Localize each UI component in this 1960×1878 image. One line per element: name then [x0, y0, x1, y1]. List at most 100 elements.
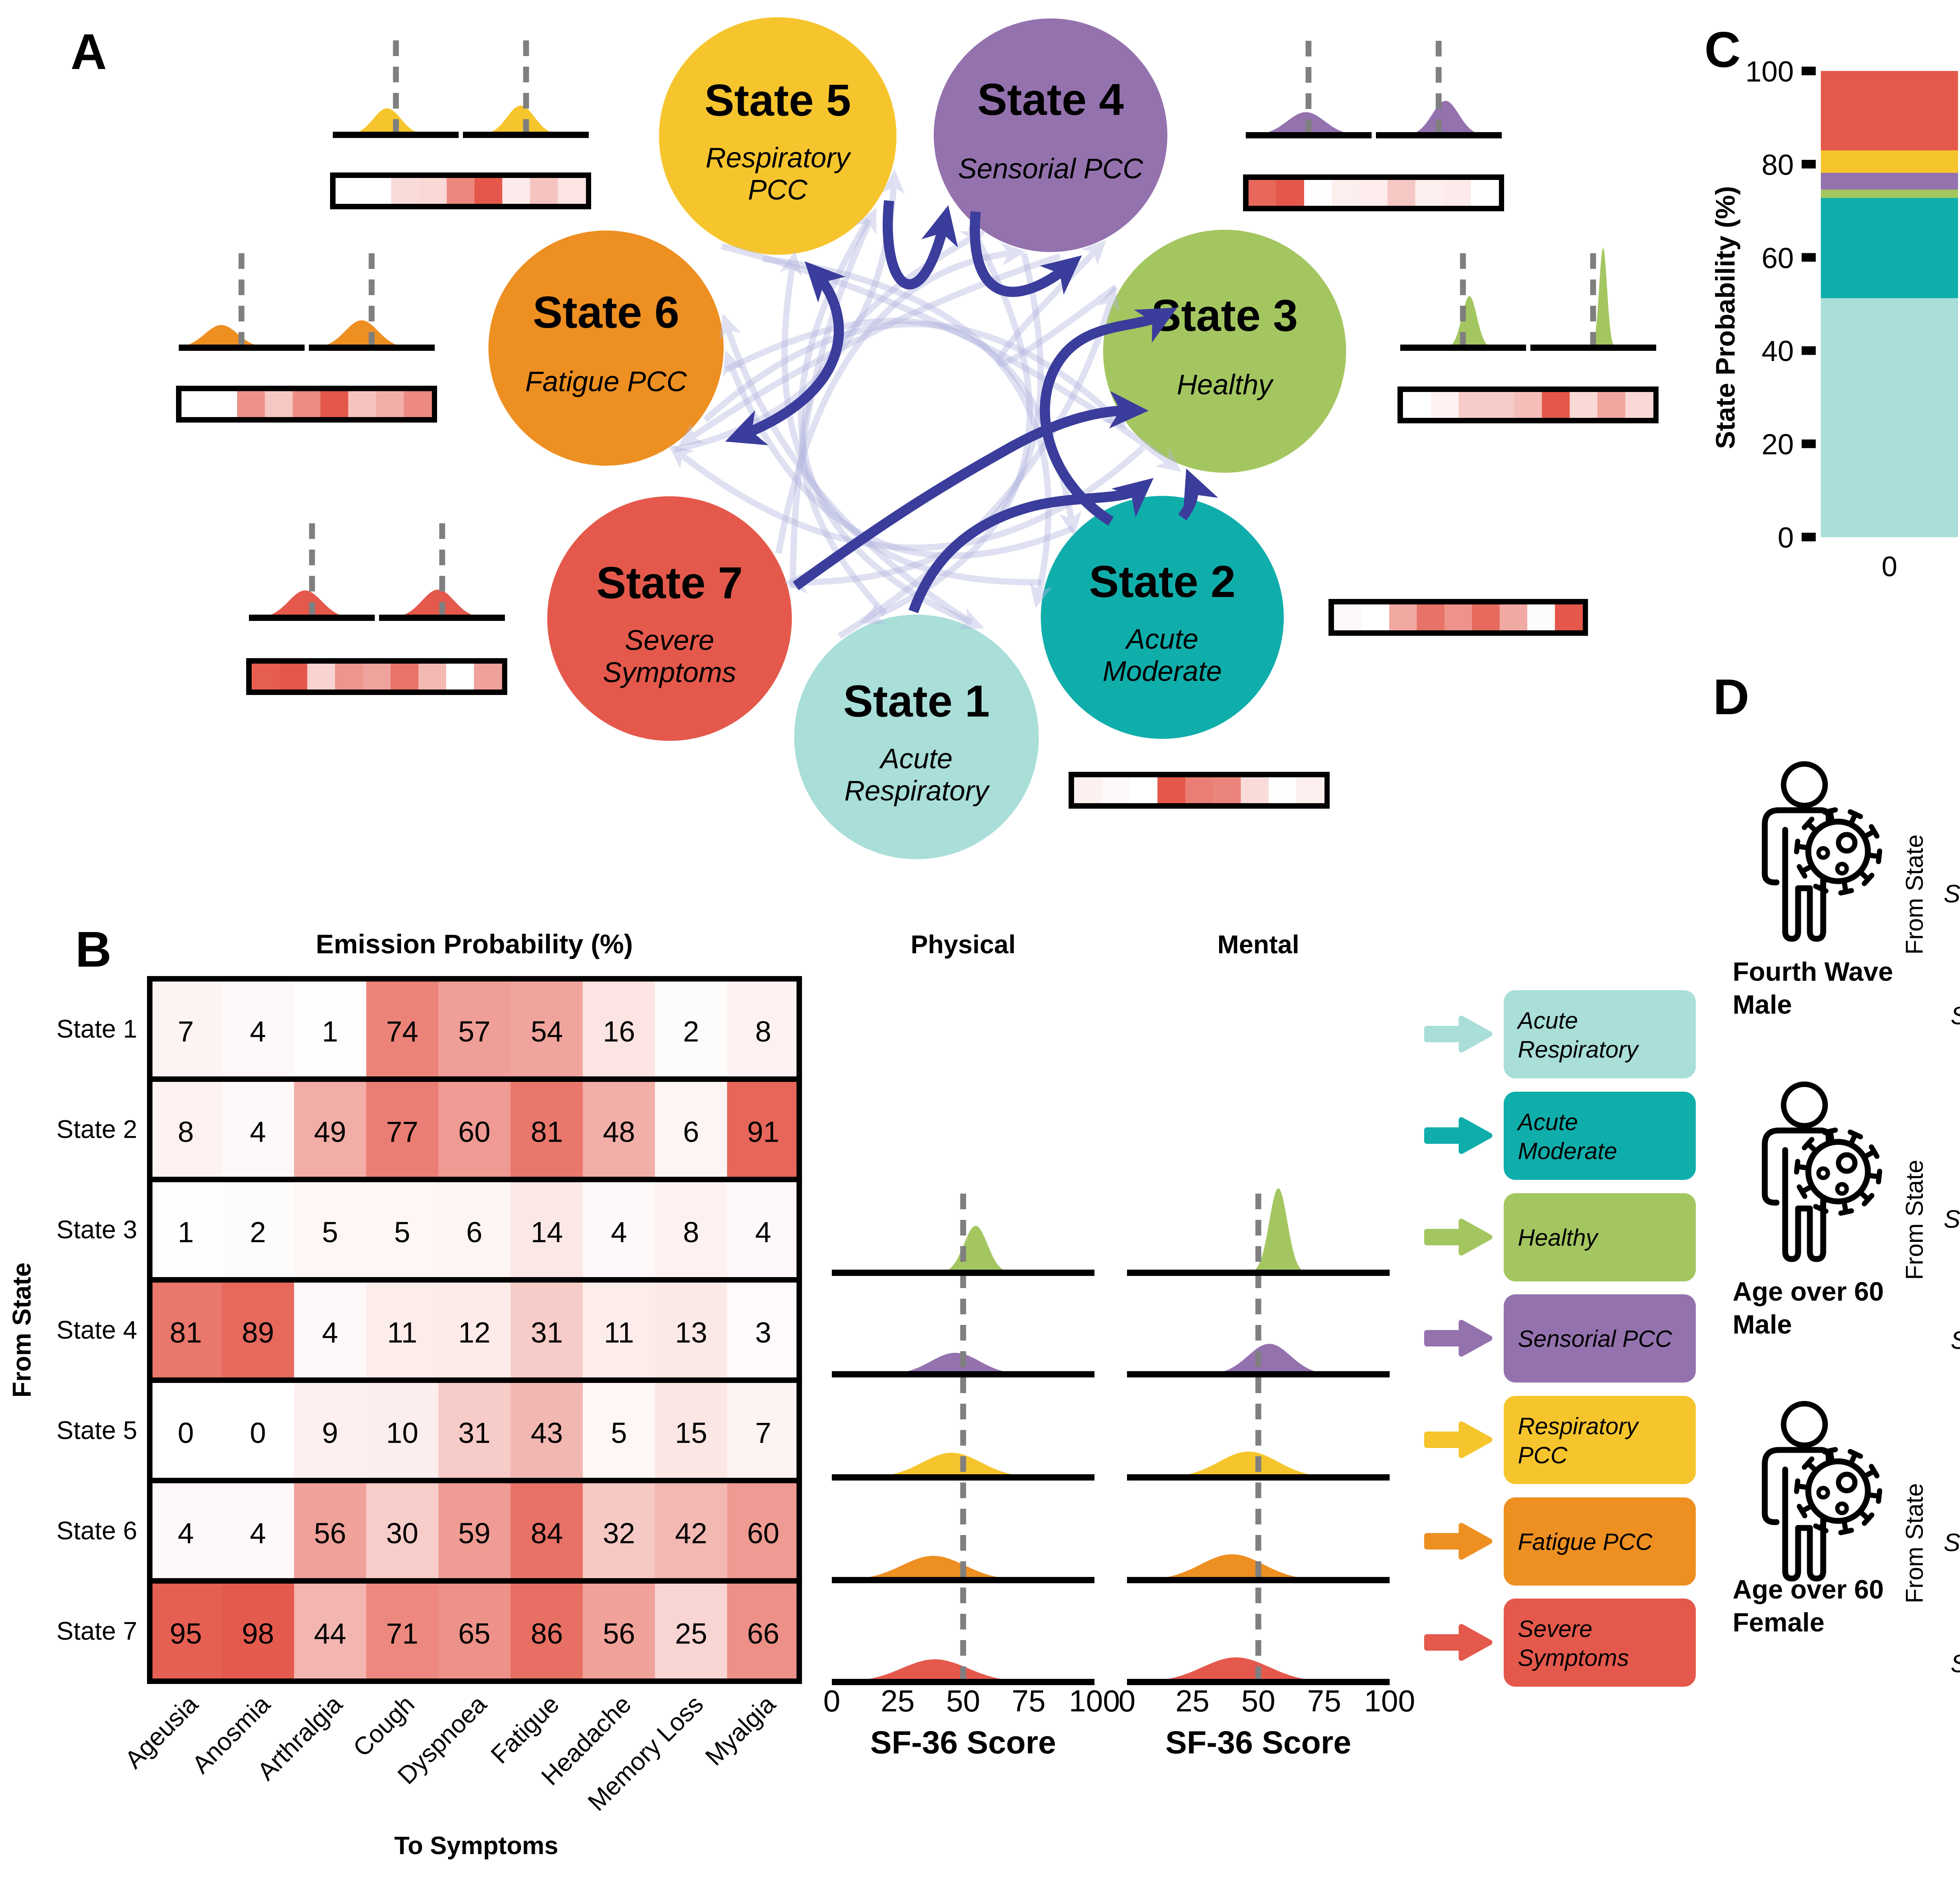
- svg-text:75: 75: [1012, 1684, 1046, 1718]
- svg-text:25: 25: [1176, 1684, 1210, 1718]
- svg-text:0: 0: [1882, 551, 1897, 582]
- svg-text:59: 59: [458, 1517, 490, 1550]
- svg-text:B: B: [75, 922, 111, 978]
- svg-text:49: 49: [314, 1116, 346, 1148]
- svg-text:84: 84: [531, 1517, 563, 1550]
- svg-text:4: 4: [322, 1316, 338, 1349]
- svg-text:66: 66: [747, 1617, 779, 1650]
- svg-text:From State: From State: [1901, 1160, 1928, 1280]
- svg-text:4: 4: [250, 1116, 266, 1148]
- svg-text:Sensorial PCC: Sensorial PCC: [958, 153, 1143, 185]
- svg-text:6: 6: [683, 1116, 699, 1148]
- svg-text:32: 32: [603, 1517, 635, 1550]
- svg-text:25: 25: [675, 1617, 707, 1650]
- svg-text:43: 43: [531, 1417, 563, 1449]
- svg-text:Acute: Acute: [1125, 624, 1198, 655]
- svg-text:PCC: PCC: [1518, 1442, 1568, 1468]
- svg-text:Respiratory: Respiratory: [844, 775, 990, 807]
- svg-text:State 5: State 5: [56, 1416, 137, 1444]
- svg-text:100: 100: [1364, 1684, 1415, 1718]
- svg-text:60: 60: [458, 1116, 490, 1148]
- svg-text:Severe Symp.: Severe Symp.: [1951, 1002, 1960, 1030]
- svg-text:4: 4: [250, 1015, 266, 1048]
- svg-text:5: 5: [322, 1216, 338, 1248]
- svg-text:56: 56: [603, 1617, 635, 1650]
- svg-text:Severe Symp.: Severe Symp.: [1951, 1649, 1960, 1678]
- svg-text:48: 48: [603, 1116, 635, 1148]
- svg-text:4: 4: [611, 1216, 627, 1248]
- svg-text:81: 81: [531, 1116, 563, 1148]
- svg-text:4: 4: [755, 1216, 771, 1248]
- svg-text:65: 65: [458, 1617, 490, 1650]
- svg-text:SF-36 Score: SF-36 Score: [870, 1725, 1056, 1760]
- svg-text:Mental: Mental: [1217, 930, 1299, 959]
- svg-text:State 4: State 4: [56, 1316, 137, 1344]
- svg-text:Male: Male: [1733, 990, 1792, 1020]
- svg-text:1: 1: [322, 1015, 338, 1048]
- svg-text:98: 98: [242, 1617, 274, 1650]
- svg-text:12: 12: [458, 1316, 490, 1349]
- svg-text:Fatigue PCC: Fatigue PCC: [1518, 1529, 1653, 1555]
- svg-text:16: 16: [603, 1015, 635, 1048]
- svg-text:5: 5: [611, 1417, 627, 1449]
- svg-text:State 1: State 1: [843, 677, 990, 726]
- svg-text:31: 31: [531, 1316, 563, 1349]
- svg-text:7: 7: [755, 1417, 771, 1449]
- svg-text:3: 3: [755, 1316, 771, 1349]
- svg-text:State 5: State 5: [704, 76, 851, 125]
- svg-text:Symptoms: Symptoms: [603, 657, 736, 688]
- svg-text:0: 0: [823, 1684, 840, 1718]
- svg-text:State 4: State 4: [977, 75, 1124, 125]
- svg-text:4: 4: [178, 1517, 194, 1550]
- svg-text:0: 0: [250, 1417, 266, 1449]
- svg-text:15: 15: [675, 1417, 707, 1449]
- svg-text:6: 6: [466, 1216, 482, 1248]
- svg-text:77: 77: [386, 1116, 418, 1148]
- svg-text:42: 42: [675, 1517, 707, 1550]
- svg-text:Acute: Acute: [1517, 1007, 1578, 1034]
- svg-text:Physical: Physical: [911, 930, 1016, 959]
- svg-text:From State: From State: [7, 1263, 36, 1398]
- svg-text:0: 0: [1118, 1684, 1135, 1718]
- svg-text:Respiratory: Respiratory: [1518, 1036, 1640, 1063]
- svg-text:11: 11: [604, 1316, 634, 1349]
- svg-text:PCC: PCC: [748, 174, 808, 206]
- svg-text:60: 60: [747, 1517, 779, 1550]
- svg-text:Fourth Wave: Fourth Wave: [1733, 957, 1893, 987]
- svg-text:State Probability (%): State Probability (%): [1710, 186, 1740, 449]
- svg-text:To Symptoms: To Symptoms: [394, 1831, 558, 1860]
- svg-text:From State: From State: [1901, 835, 1928, 955]
- svg-text:54: 54: [531, 1015, 563, 1048]
- svg-text:91: 91: [747, 1116, 779, 1148]
- svg-text:From State: From State: [1901, 1483, 1928, 1604]
- svg-text:0: 0: [178, 1417, 194, 1449]
- svg-text:57: 57: [458, 1015, 490, 1048]
- svg-text:5: 5: [394, 1216, 410, 1248]
- svg-text:11: 11: [387, 1316, 417, 1349]
- svg-text:Healthy: Healthy: [1177, 369, 1274, 401]
- svg-text:71: 71: [386, 1617, 418, 1650]
- svg-text:13: 13: [675, 1316, 707, 1349]
- svg-text:Respiratory: Respiratory: [706, 142, 851, 174]
- svg-text:0: 0: [1778, 521, 1794, 554]
- svg-text:State 3: State 3: [1151, 291, 1298, 341]
- svg-text:State 1: State 1: [56, 1014, 137, 1043]
- svg-text:Acute: Acute: [879, 743, 953, 775]
- svg-text:8: 8: [683, 1216, 699, 1248]
- svg-text:State 2: State 2: [1089, 557, 1236, 607]
- svg-text:Sensorial PCC: Sensorial PCC: [1944, 1528, 1960, 1557]
- svg-text:100: 100: [1069, 1684, 1120, 1718]
- svg-text:Severe: Severe: [1518, 1616, 1592, 1642]
- svg-text:Symptoms: Symptoms: [1518, 1645, 1629, 1671]
- svg-text:30: 30: [386, 1517, 418, 1550]
- svg-text:20: 20: [1762, 428, 1794, 461]
- svg-text:89: 89: [242, 1316, 274, 1349]
- svg-text:SF-36 Score: SF-36 Score: [1165, 1725, 1351, 1760]
- svg-text:C: C: [1704, 22, 1740, 78]
- svg-text:60: 60: [1762, 242, 1794, 274]
- svg-text:81: 81: [170, 1316, 202, 1349]
- svg-text:Emission Probability (%): Emission Probability (%): [316, 929, 633, 959]
- svg-text:2: 2: [683, 1015, 699, 1048]
- svg-text:State 7: State 7: [596, 558, 743, 608]
- svg-text:Respiratory: Respiratory: [1518, 1413, 1640, 1439]
